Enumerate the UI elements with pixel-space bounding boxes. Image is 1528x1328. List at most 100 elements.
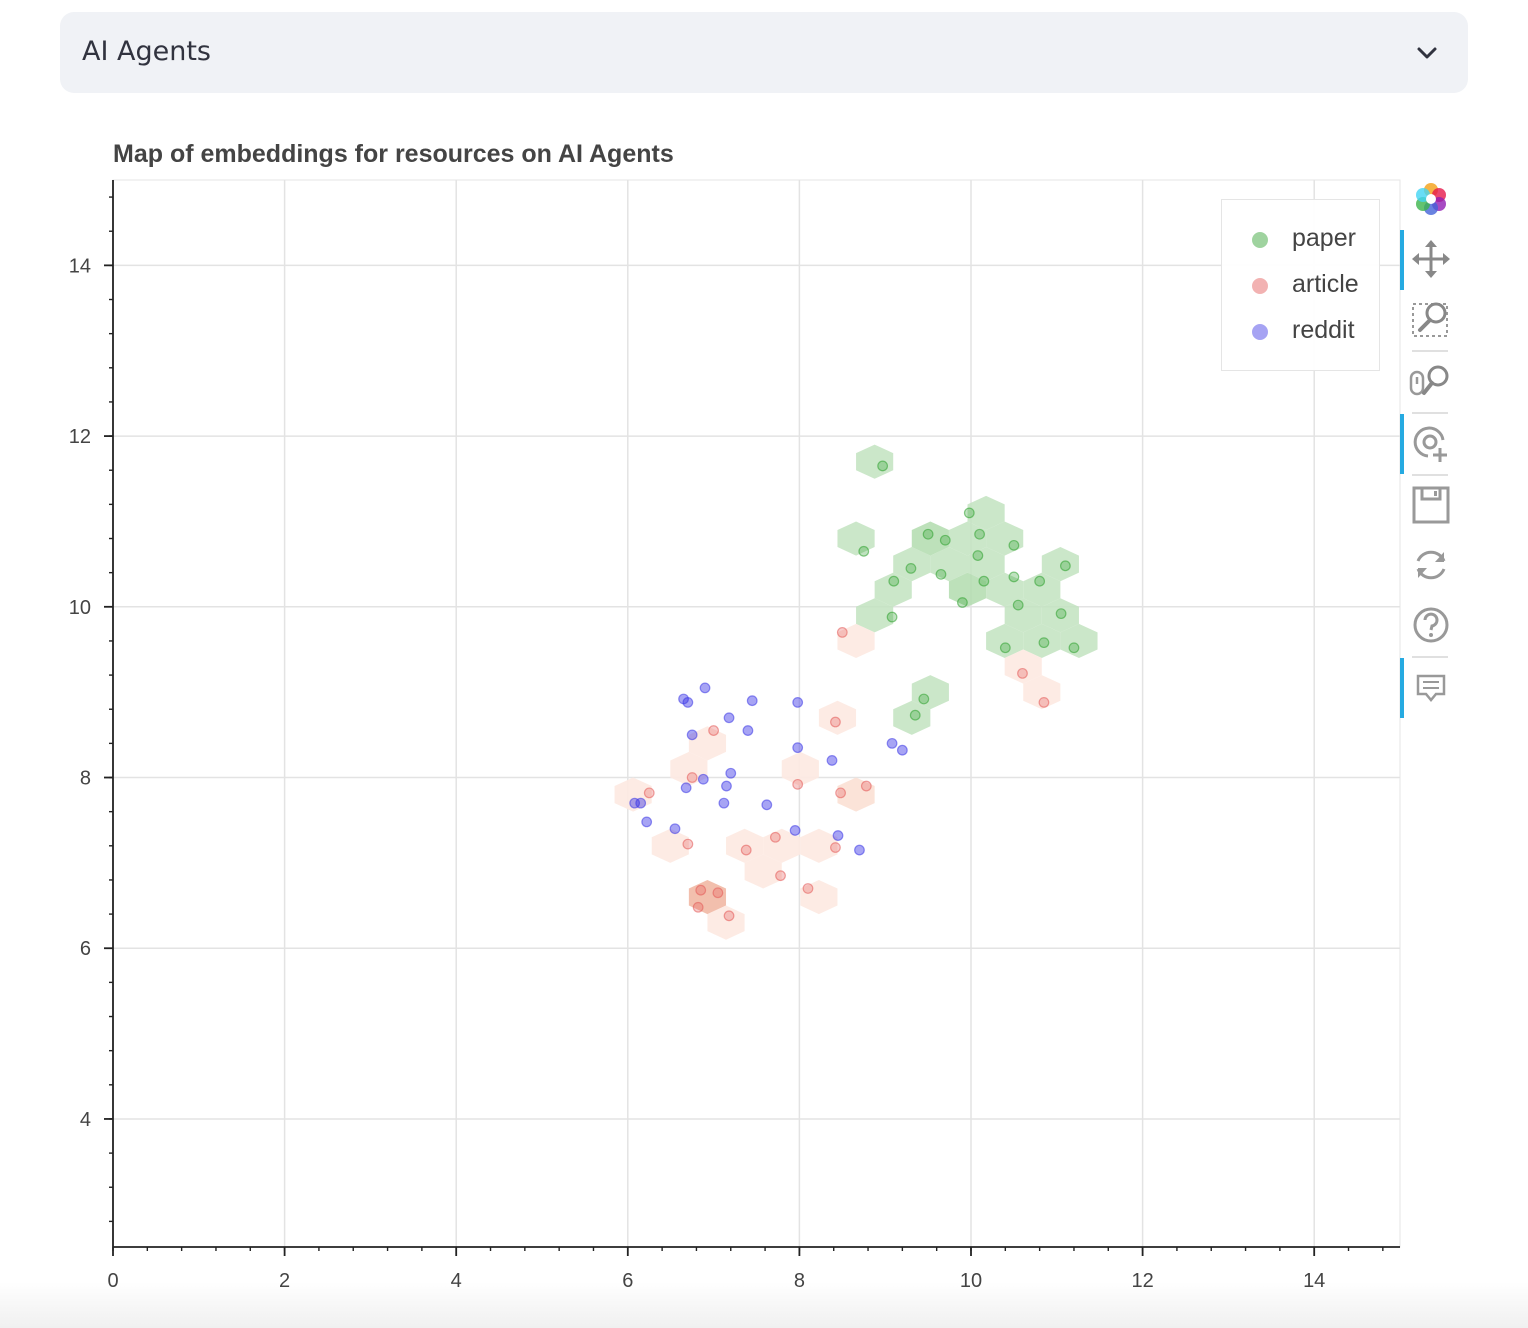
data-point-paper[interactable] [972, 550, 984, 561]
data-point-reddit[interactable] [854, 844, 865, 856]
data-point-reddit[interactable] [641, 816, 653, 828]
data-point-paper[interactable] [1012, 599, 1024, 611]
data-point-reddit[interactable] [832, 830, 844, 841]
tap-icon[interactable] [1408, 420, 1454, 466]
help-icon[interactable] [1408, 602, 1454, 648]
hover-icon[interactable] [1408, 664, 1454, 710]
data-point-reddit[interactable] [896, 744, 908, 756]
data-point-reddit[interactable] [792, 742, 804, 754]
data-point-reddit[interactable] [721, 780, 732, 792]
data-point-article[interactable] [740, 844, 752, 856]
bokeh-logo-icon[interactable] [1408, 176, 1454, 222]
data-point-article[interactable] [1038, 697, 1050, 708]
wheel-zoom-icon[interactable] [1408, 358, 1454, 404]
hexbin-cell-article [744, 854, 782, 889]
data-point-article[interactable] [860, 780, 872, 792]
data-point-paper[interactable] [999, 642, 1011, 654]
hexbin-cell-article [781, 751, 819, 787]
x-tick-label: 0 [107, 1270, 118, 1292]
data-point-paper[interactable] [922, 528, 934, 540]
data-point-paper[interactable] [1068, 642, 1080, 654]
data-point-paper[interactable] [1055, 608, 1067, 620]
data-point-paper[interactable] [963, 507, 975, 519]
legend[interactable]: paper article reddit [1221, 199, 1380, 371]
y-tick-label: 10 [69, 597, 91, 619]
data-point-reddit[interactable] [761, 799, 773, 811]
data-point-paper[interactable] [957, 597, 968, 608]
data-point-reddit[interactable] [746, 695, 758, 707]
points-layer[interactable] [629, 460, 1080, 922]
data-point-reddit[interactable] [699, 682, 711, 694]
data-point-article[interactable] [712, 887, 724, 899]
data-point-paper[interactable] [1059, 560, 1071, 572]
data-point-paper[interactable] [877, 460, 889, 472]
x-tick-label: 2 [279, 1270, 290, 1292]
data-point-paper[interactable] [1008, 571, 1020, 583]
data-point-paper[interactable] [935, 568, 947, 580]
data-point-article[interactable] [830, 716, 841, 728]
data-point-article[interactable] [692, 901, 704, 913]
pan-icon[interactable] [1408, 236, 1454, 282]
y-tick-label: 14 [69, 255, 91, 277]
hexbin-cell-paper [1041, 598, 1079, 633]
hexbin-cell-paper [986, 521, 1024, 556]
data-point-reddit[interactable] [669, 823, 681, 835]
legend-label-paper: paper [1292, 224, 1356, 252]
data-point-article[interactable] [802, 883, 814, 894]
hexbin-cell-paper [986, 623, 1024, 659]
legend-label-article: article [1292, 270, 1359, 298]
data-point-article[interactable] [792, 778, 804, 790]
data-point-reddit[interactable] [680, 782, 692, 794]
data-point-article[interactable] [708, 725, 719, 736]
legend-swatch-paper [1252, 232, 1268, 248]
data-point-article[interactable] [830, 842, 841, 853]
data-point-reddit[interactable] [742, 725, 754, 736]
y-tick-label: 6 [80, 938, 91, 960]
data-point-paper[interactable] [1034, 575, 1046, 587]
data-point-article[interactable] [1017, 667, 1028, 679]
data-point-paper[interactable] [909, 709, 921, 721]
data-point-article[interactable] [836, 627, 848, 638]
data-point-article[interactable] [682, 838, 694, 850]
data-point-paper[interactable] [886, 611, 898, 623]
x-tick-label: 6 [622, 1270, 633, 1292]
resource-selectbox[interactable]: AI Agents [60, 12, 1468, 93]
data-point-reddit[interactable] [826, 755, 838, 766]
data-point-reddit[interactable] [686, 729, 698, 741]
data-point-article[interactable] [723, 910, 735, 922]
data-point-paper[interactable] [1008, 539, 1020, 551]
data-point-article[interactable] [769, 831, 781, 843]
data-point-reddit[interactable] [725, 767, 737, 779]
data-point-reddit[interactable] [718, 797, 730, 809]
data-point-paper[interactable] [918, 693, 930, 705]
box-zoom-icon[interactable] [1408, 296, 1454, 342]
hexbin-cell-paper [967, 547, 1005, 582]
data-point-paper[interactable] [978, 575, 990, 587]
data-point-article[interactable] [643, 787, 655, 799]
data-point-article[interactable] [835, 787, 846, 799]
data-point-reddit[interactable] [697, 773, 709, 785]
data-point-paper[interactable] [939, 534, 951, 546]
hexbin-cell-paper [874, 572, 912, 607]
data-point-paper[interactable] [888, 575, 900, 587]
data-point-reddit[interactable] [792, 697, 804, 708]
data-point-paper[interactable] [974, 528, 985, 540]
data-point-reddit[interactable] [635, 797, 647, 809]
chevron-down-icon[interactable] [1414, 40, 1440, 66]
x-tick-label: 12 [1131, 1270, 1153, 1292]
data-point-reddit[interactable] [789, 825, 801, 836]
data-point-reddit[interactable] [723, 712, 735, 724]
data-point-paper[interactable] [905, 562, 917, 574]
data-point-paper[interactable] [858, 545, 870, 557]
save-icon[interactable] [1408, 482, 1454, 528]
data-point-reddit[interactable] [682, 697, 694, 708]
data-point-article[interactable] [775, 870, 786, 882]
data-point-article[interactable] [686, 772, 698, 783]
legend-swatch-reddit [1252, 324, 1268, 340]
data-point-article[interactable] [695, 884, 707, 896]
data-point-paper[interactable] [1038, 637, 1050, 649]
reset-icon[interactable] [1408, 542, 1454, 588]
legend-label-reddit: reddit [1292, 316, 1355, 344]
data-point-reddit[interactable] [886, 737, 898, 749]
